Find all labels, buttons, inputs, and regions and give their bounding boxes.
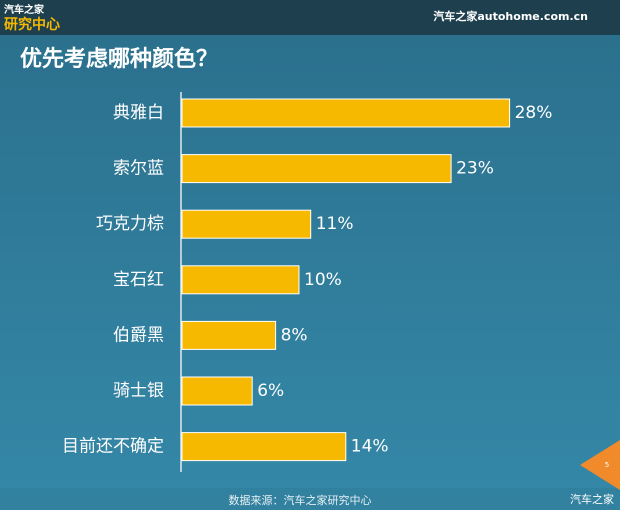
value-label: 11% bbox=[316, 214, 354, 234]
source: 数据来源：汽车之家研究中心 bbox=[229, 493, 372, 507]
footer-strip bbox=[0, 488, 620, 510]
category-label: 典雅白 bbox=[113, 103, 164, 123]
page-number: 5 bbox=[605, 461, 609, 469]
logo-bottom: 研究中心 bbox=[4, 16, 60, 33]
category-label: 索尔蓝 bbox=[113, 159, 164, 179]
chart-title: 优先考虑哪种颜色？ bbox=[20, 46, 218, 72]
category-label: 宝石红 bbox=[113, 270, 164, 290]
value-label: 28% bbox=[515, 103, 553, 123]
value-label: 6% bbox=[257, 381, 284, 401]
value-label: 8% bbox=[281, 325, 308, 345]
category-label: 巧克力棕 bbox=[96, 214, 164, 234]
bar bbox=[181, 376, 253, 406]
watermark: 汽车之家 bbox=[570, 492, 614, 506]
bar bbox=[181, 320, 277, 350]
bar bbox=[181, 432, 347, 462]
bar bbox=[181, 265, 300, 295]
bar bbox=[181, 98, 511, 128]
site: 汽车之家autohome.com.cn bbox=[433, 9, 588, 23]
value-label: 10% bbox=[304, 270, 342, 290]
category-label: 伯爵黑 bbox=[113, 325, 164, 345]
category-label: 骑士银 bbox=[113, 381, 164, 401]
page-marker bbox=[580, 440, 620, 490]
value-label: 23% bbox=[456, 159, 494, 179]
value-label: 14% bbox=[351, 437, 389, 457]
category-label: 目前还不确定 bbox=[62, 437, 164, 457]
bar bbox=[181, 154, 452, 184]
header-bar bbox=[0, 0, 620, 35]
bar bbox=[181, 209, 312, 239]
logo-top: 汽车之家 bbox=[4, 3, 45, 16]
